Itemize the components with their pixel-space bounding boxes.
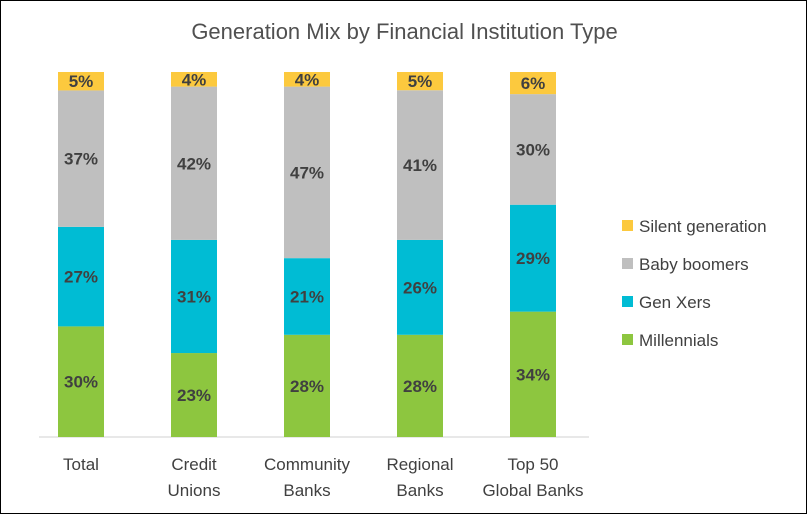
bar-segment-gen-xers: [510, 204, 556, 312]
data-label: 37%: [64, 150, 98, 169]
chart-title: Generation Mix by Financial Institution …: [191, 19, 618, 44]
bar-segment-millennials: [284, 334, 330, 437]
data-label: 26%: [403, 278, 437, 297]
data-label: 29%: [516, 249, 550, 268]
data-label: 41%: [403, 156, 437, 175]
bar-segment-baby-boomers: [510, 94, 556, 205]
legend-swatch: [622, 296, 633, 307]
bar-segment-gen-xers: [284, 258, 330, 335]
data-label: 31%: [177, 287, 211, 306]
bar-segment-millennials: [171, 353, 217, 437]
bar-segment-silent-generation: [284, 72, 330, 87]
data-label: 5%: [69, 72, 94, 91]
data-label: 6%: [521, 74, 546, 93]
bar-segment-millennials: [58, 326, 104, 437]
category-label: Total: [63, 455, 99, 474]
data-label: 4%: [182, 70, 207, 89]
legend-swatch: [622, 334, 633, 345]
bar-segment-baby-boomers: [284, 86, 330, 259]
bar-segment-gen-xers: [397, 239, 443, 335]
bar-segment-millennials: [397, 334, 443, 437]
bar-segment-silent-generation: [510, 72, 556, 95]
bar-segment-silent-generation: [58, 72, 104, 91]
bar-segment-silent-generation: [397, 72, 443, 91]
legend-label: Gen Xers: [639, 293, 711, 312]
data-label: 23%: [177, 386, 211, 405]
data-label: 30%: [64, 373, 98, 392]
data-label: 28%: [403, 377, 437, 396]
category-label: Global Banks: [482, 481, 583, 500]
bar-segment-gen-xers: [58, 226, 104, 327]
category-label: Credit: [171, 455, 217, 474]
legend-label: Baby boomers: [639, 255, 749, 274]
category-label: Unions: [168, 481, 221, 500]
bar-segment-baby-boomers: [171, 86, 217, 240]
bar-segment-baby-boomers: [397, 90, 443, 240]
category-label: Banks: [396, 481, 443, 500]
category-label: Community: [264, 455, 350, 474]
data-label: 21%: [290, 287, 324, 306]
legend-label: Silent generation: [639, 217, 767, 236]
data-label: 5%: [408, 72, 433, 91]
legend-label: Millennials: [639, 331, 718, 350]
data-label: 34%: [516, 365, 550, 384]
legend-swatch: [622, 258, 633, 269]
category-label: Banks: [283, 481, 330, 500]
data-label: 28%: [290, 377, 324, 396]
bar-segment-millennials: [510, 311, 556, 437]
category-label: Regional: [386, 455, 453, 474]
category-label: Top 50: [507, 455, 558, 474]
data-label: 30%: [516, 140, 550, 159]
data-label: 47%: [290, 163, 324, 182]
data-label: 4%: [295, 70, 320, 89]
bar-segment-gen-xers: [171, 239, 217, 354]
bar-segment-silent-generation: [171, 72, 217, 87]
data-label: 42%: [177, 154, 211, 173]
legend-swatch: [622, 220, 633, 231]
data-label: 27%: [64, 268, 98, 287]
bar-segment-baby-boomers: [58, 90, 104, 227]
